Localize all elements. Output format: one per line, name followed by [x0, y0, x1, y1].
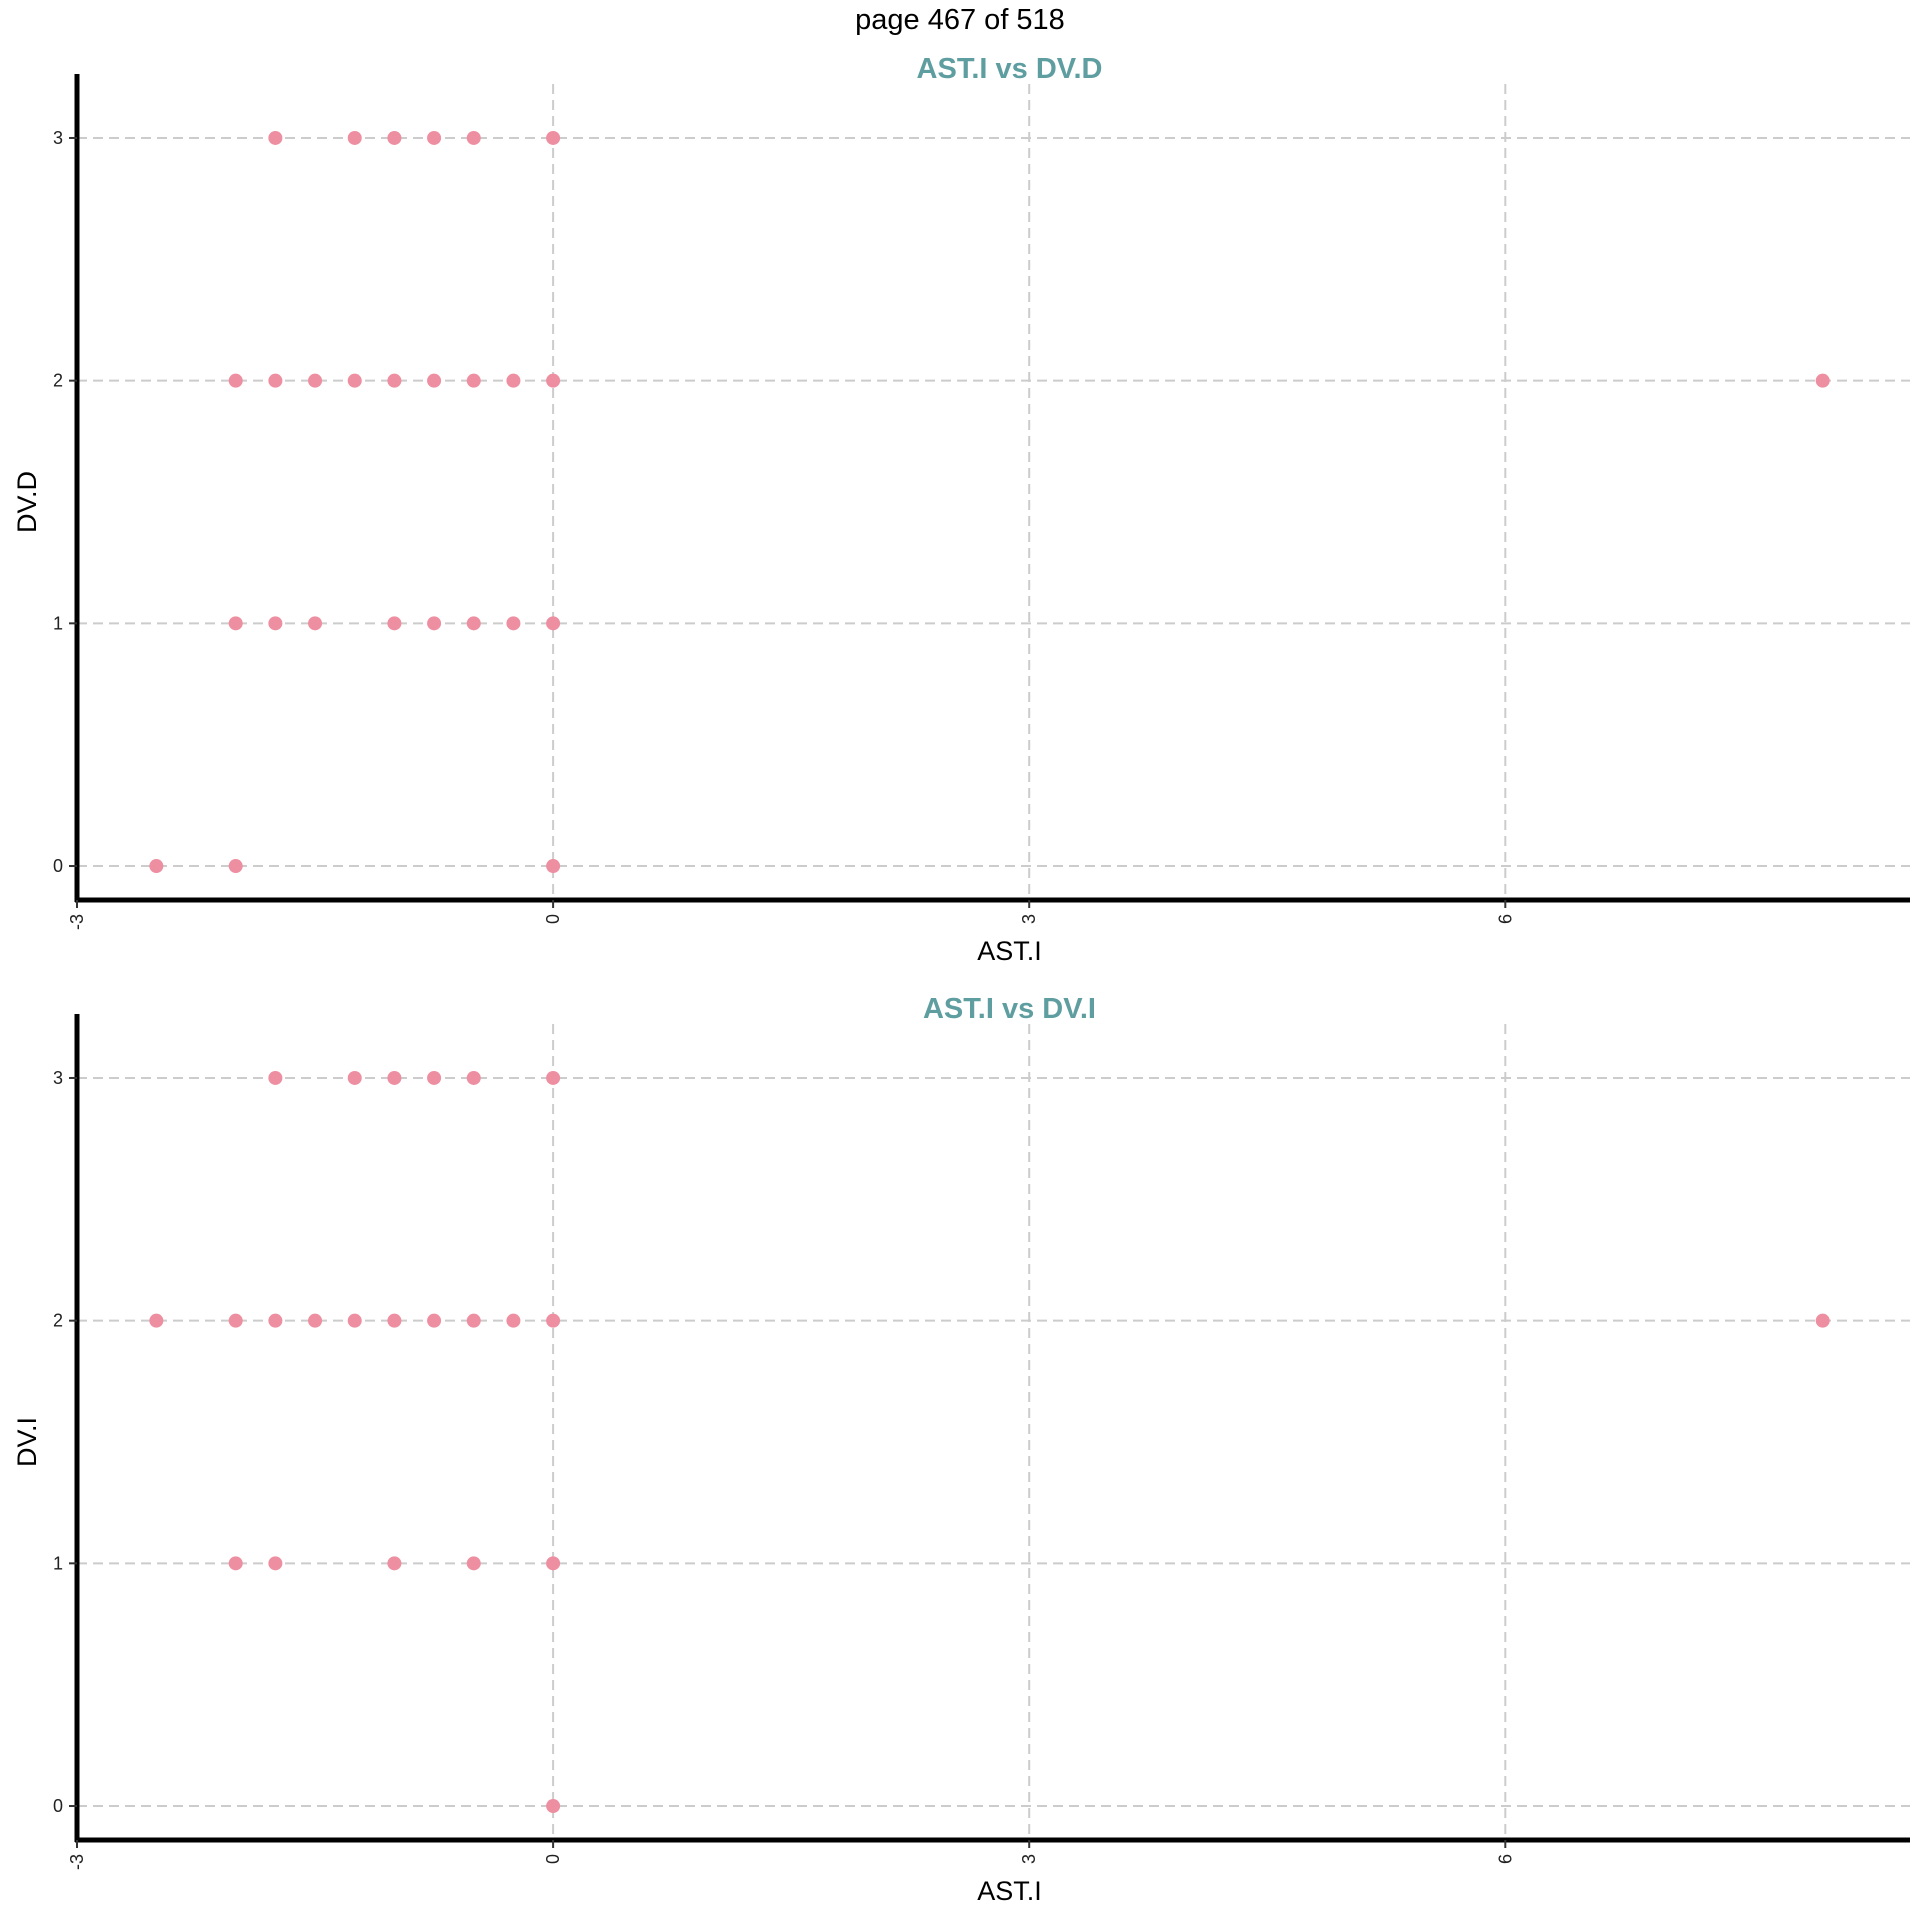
- data-point: [387, 373, 402, 388]
- data-point: [268, 1070, 283, 1085]
- data-point: [268, 373, 283, 388]
- chart-title: AST.I vs DV.I: [923, 993, 1096, 1025]
- data-point: [427, 373, 442, 388]
- data-point: [268, 1313, 283, 1328]
- data-point: [228, 1556, 243, 1571]
- data-point: [466, 373, 481, 388]
- data-point: [427, 616, 442, 631]
- x-axis-label: AST.I: [977, 1876, 1042, 1906]
- y-axis-label: DV.I: [12, 1417, 42, 1467]
- chart-panel-2: AST.I vs DV.I 0 1 2 3 -3 0 3 6 AST.I DV.I: [0, 980, 1920, 1920]
- y-tick-label: 2: [53, 371, 63, 391]
- x-tick-label: 6: [1495, 1854, 1515, 1864]
- x-tick-label: 3: [1019, 914, 1039, 924]
- data-point: [1815, 373, 1830, 388]
- x-tick-label: 6: [1495, 914, 1515, 924]
- data-point: [387, 616, 402, 631]
- data-point: [387, 1070, 402, 1085]
- data-point: [347, 1070, 362, 1085]
- page-title: page 467 of 518: [855, 4, 1065, 36]
- data-point: [308, 1313, 323, 1328]
- x-axis-label: AST.I: [977, 936, 1042, 966]
- scatter-chart-1: AST.I vs DV.D 0 1 2 3 -3 0 3 6 AST.I DV.D: [12, 53, 1910, 966]
- data-point: [427, 130, 442, 145]
- data-point: [427, 1313, 442, 1328]
- data-point: [506, 616, 521, 631]
- x-tick-label: -3: [67, 1854, 87, 1870]
- y-tick-label: 1: [53, 613, 63, 633]
- x-tick-label: 3: [1019, 1854, 1039, 1864]
- data-point: [228, 1313, 243, 1328]
- data-point: [466, 616, 481, 631]
- data-point: [546, 1313, 561, 1328]
- data-point: [308, 616, 323, 631]
- data-point: [546, 1799, 561, 1814]
- data-point: [149, 1313, 164, 1328]
- data-point: [427, 1070, 442, 1085]
- data-point: [268, 616, 283, 631]
- data-point: [228, 859, 243, 874]
- data-point: [466, 130, 481, 145]
- data-point: [387, 1313, 402, 1328]
- data-point: [228, 616, 243, 631]
- y-tick-label: 3: [53, 1068, 63, 1088]
- y-tick-label: 0: [53, 856, 63, 876]
- scatter-chart-2: AST.I vs DV.I 0 1 2 3 -3 0 3 6 AST.I DV.I: [12, 993, 1910, 1906]
- data-point: [466, 1313, 481, 1328]
- chart-title: AST.I vs DV.D: [917, 53, 1103, 85]
- data-point: [546, 616, 561, 631]
- data-point: [347, 1313, 362, 1328]
- data-point: [506, 373, 521, 388]
- data-point: [546, 1070, 561, 1085]
- x-tick-label: 0: [543, 1854, 563, 1864]
- y-axis-label: DV.D: [12, 471, 42, 533]
- data-point: [466, 1070, 481, 1085]
- data-point: [506, 1313, 521, 1328]
- data-point: [387, 1556, 402, 1571]
- data-point: [546, 373, 561, 388]
- data-point: [466, 1556, 481, 1571]
- y-tick-label: 0: [53, 1796, 63, 1816]
- data-point: [387, 130, 402, 145]
- data-point: [268, 130, 283, 145]
- chart-panel-1: AST.I vs DV.D 0 1 2 3 -3 0 3 6 AST.I DV.D: [0, 40, 1920, 980]
- y-tick-label: 1: [53, 1553, 63, 1573]
- data-point: [268, 1556, 283, 1571]
- y-tick-label: 2: [53, 1311, 63, 1331]
- data-point: [546, 1556, 561, 1571]
- data-point: [149, 859, 164, 874]
- data-point: [546, 859, 561, 874]
- data-point: [1815, 1313, 1830, 1328]
- y-tick-label: 3: [53, 128, 63, 148]
- data-point: [308, 373, 323, 388]
- data-point: [546, 130, 561, 145]
- x-tick-label: -3: [67, 914, 87, 930]
- data-point: [228, 373, 243, 388]
- data-point: [347, 373, 362, 388]
- data-point: [347, 130, 362, 145]
- x-tick-label: 0: [543, 914, 563, 924]
